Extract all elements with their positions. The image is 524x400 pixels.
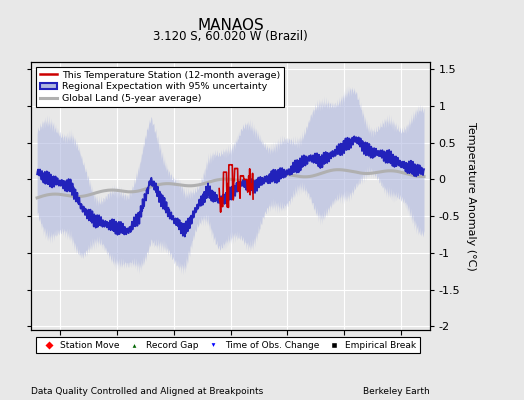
Legend: Station Move, Record Gap, Time of Obs. Change, Empirical Break: Station Move, Record Gap, Time of Obs. C… xyxy=(36,337,420,354)
Text: MANAOS: MANAOS xyxy=(197,18,264,33)
Text: Data Quality Controlled and Aligned at Breakpoints: Data Quality Controlled and Aligned at B… xyxy=(31,387,264,396)
Text: Berkeley Earth: Berkeley Earth xyxy=(363,387,430,396)
Y-axis label: Temperature Anomaly (°C): Temperature Anomaly (°C) xyxy=(466,122,476,270)
Text: 3.120 S, 60.020 W (Brazil): 3.120 S, 60.020 W (Brazil) xyxy=(153,30,308,43)
